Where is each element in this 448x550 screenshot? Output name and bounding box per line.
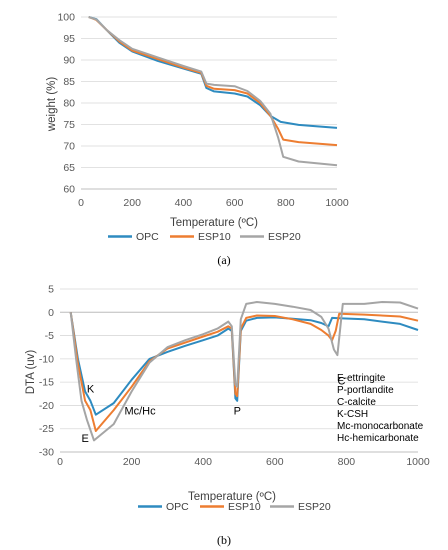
x-tick-label: 600	[266, 456, 284, 468]
y-tick-label: -25	[39, 423, 54, 435]
y-tick-label: -30	[39, 447, 54, 459]
x-tick-label: 1000	[325, 197, 349, 209]
y-axis-label: weight (%)	[46, 77, 58, 132]
y-tick-label: -15	[39, 377, 54, 389]
x-tick-label: 200	[123, 197, 141, 209]
key-line: E-ettringite	[337, 373, 386, 384]
series-line-opc	[89, 17, 337, 128]
y-tick-label: -10	[39, 353, 54, 365]
x-tick-label: 400	[194, 456, 212, 468]
x-axis-label: Temperature (ºC)	[170, 217, 258, 229]
x-tick-label: 800	[338, 456, 356, 468]
legend-label: ESP10	[198, 231, 231, 243]
x-tick-label: 0	[57, 456, 63, 468]
y-tick-label: -20	[39, 400, 54, 412]
y-axis-label: DTA (uv)	[25, 350, 37, 395]
key-line: P-portlandite	[337, 385, 394, 396]
y-tick-label: -5	[45, 330, 54, 342]
annotation-label: E	[81, 433, 88, 445]
y-tick-label: 60	[63, 184, 75, 196]
key-line: Hc-hemicarbonate	[337, 433, 419, 444]
legend-label: ESP20	[298, 501, 331, 513]
annotation-label: P	[234, 406, 241, 418]
dta-chart: 0 200 400 600 800 1000 -30 -25 -20 -15 -10 -5 0 5 K E…	[25, 284, 430, 548]
legend-label: ESP10	[228, 501, 261, 513]
annotation-label: Mc/Hc	[124, 406, 156, 418]
key-line: Mc-monocarbonate	[337, 421, 424, 432]
legend: OPC ESP10 ESP20	[108, 231, 301, 243]
panel-label: (a)	[217, 253, 230, 267]
x-tick-label: 600	[226, 197, 244, 209]
legend: OPC ESP10 ESP20	[138, 501, 331, 513]
legend-label: ESP20	[268, 231, 301, 243]
y-tick-label: 95	[63, 33, 75, 45]
annotation-label: K	[87, 383, 95, 395]
panel-label: (b)	[217, 533, 231, 547]
y-tick-label: 80	[63, 98, 75, 110]
weight-chart: 0 200 400 600 800 1000 60 65 70 75 80 85 90 95 100 Te…	[46, 12, 349, 268]
y-tick-label: 0	[48, 307, 54, 319]
y-tick-label: 5	[48, 284, 54, 296]
x-tick-label: 1000	[406, 456, 430, 468]
x-tick-label: 0	[78, 197, 84, 209]
y-tick-label: 65	[63, 162, 75, 174]
y-tick-label: 90	[63, 55, 75, 67]
y-tick-label: 75	[63, 119, 75, 131]
x-tick-label: 200	[123, 456, 141, 468]
x-tick-label: 400	[175, 197, 193, 209]
legend-label: OPC	[166, 501, 189, 513]
abbreviation-key: E-ettringiteP-portlanditeC-calciteK-CSHM…	[337, 373, 424, 444]
y-tick-label: 85	[63, 76, 75, 88]
key-line: C-calcite	[337, 397, 376, 408]
x-tick-label: 800	[277, 197, 295, 209]
key-line: K-CSH	[337, 409, 368, 420]
y-tick-label: 100	[57, 12, 75, 24]
y-tick-label: 70	[63, 141, 75, 153]
legend-label: OPC	[136, 231, 159, 243]
